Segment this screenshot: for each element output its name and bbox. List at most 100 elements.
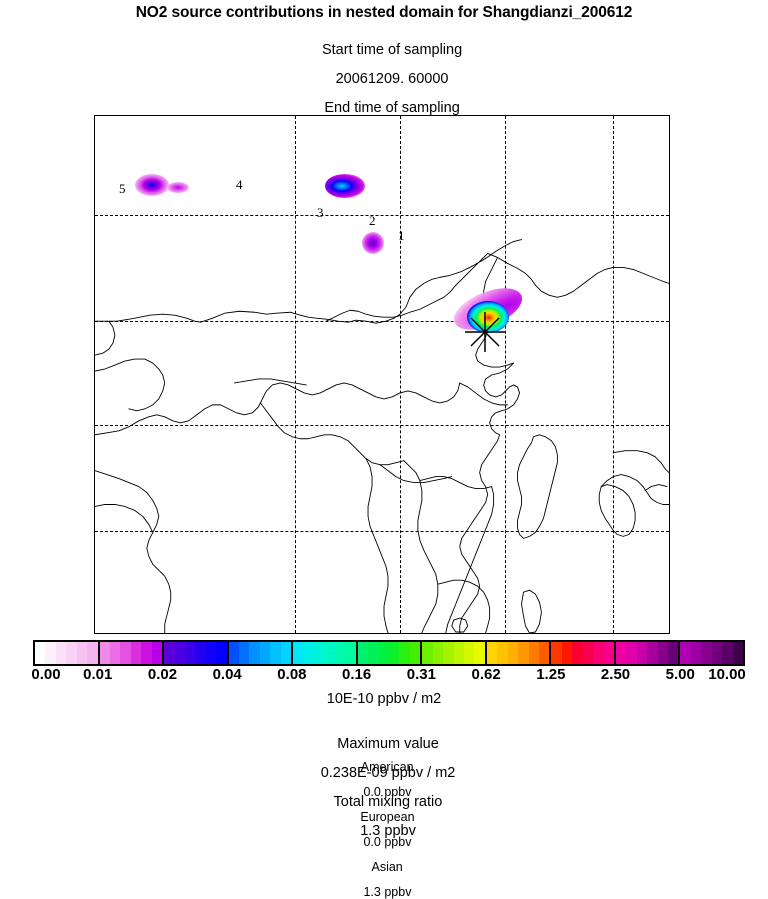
colorbar-step — [293, 642, 304, 664]
colorbar-step — [120, 642, 131, 664]
colorbar-units-label: 10E-10 ppbv / m2 — [326, 691, 442, 707]
colorbar-tick-label: 0.08 — [277, 666, 307, 683]
colorbar-step — [518, 642, 529, 664]
colorbar-step — [55, 642, 67, 664]
colorbar-step — [259, 642, 271, 664]
gridline-vertical — [400, 116, 401, 633]
day-label-4: 4 — [236, 177, 243, 192]
sampling-time-line: Start time of sampling 20061209. 60000 E… — [0, 21, 768, 160]
colorbar-step — [497, 642, 508, 664]
colorbar-step — [432, 642, 444, 664]
colorbar-tick-label: 0.31 — [406, 666, 436, 683]
colorbar-step — [690, 642, 702, 664]
colorbar-step — [368, 642, 379, 664]
colorbar-tick-label: 0.02 — [147, 666, 178, 683]
colorbar-step — [164, 642, 175, 664]
colorbar-step — [345, 642, 356, 664]
gridline-horizontal — [95, 425, 669, 426]
colorbar-step — [615, 642, 627, 664]
colorbar-step — [711, 642, 723, 664]
colorbar-band — [164, 642, 229, 664]
european-value: 0.0 ppbv — [363, 834, 412, 849]
colorbar-step — [324, 642, 335, 664]
colorbar-step — [551, 642, 562, 664]
colorbar-band — [228, 642, 294, 664]
colorbar-step — [561, 642, 573, 664]
colorbar-step — [582, 642, 594, 664]
colorbar-step — [141, 642, 152, 664]
colorbar-tick-label: 0.16 — [342, 666, 372, 683]
asian-value: 1.3 ppbv — [363, 884, 412, 899]
colorbar-step — [722, 642, 733, 664]
colorbar-step — [174, 642, 185, 664]
colorbar-step — [303, 642, 315, 664]
colorbar-step — [453, 642, 464, 664]
gridline-horizontal — [95, 215, 669, 216]
colorbar-step — [701, 642, 712, 664]
colorbar-step — [109, 642, 121, 664]
colorbar-step — [422, 642, 433, 664]
asian-label: Asian — [371, 859, 403, 874]
colorbar-band — [293, 642, 358, 664]
colorbar-step — [636, 642, 648, 664]
coastline-map — [95, 239, 669, 633]
colorbar-tick-label: 0.62 — [471, 666, 501, 683]
colorbar-step — [280, 642, 292, 664]
colorbar-band — [422, 642, 487, 664]
colorbar-step — [45, 642, 56, 664]
colorbar-step — [443, 642, 454, 664]
colorbar-step — [528, 642, 539, 664]
colorbar-step — [538, 642, 550, 664]
american-label: American — [360, 759, 414, 774]
colorbar-step — [87, 642, 98, 664]
colorbar-step — [35, 642, 46, 664]
colorbar-step — [334, 642, 346, 664]
colorbar-step — [239, 642, 250, 664]
colorbar-step — [474, 642, 485, 664]
colorbar-step — [249, 642, 260, 664]
colorbar-step — [507, 642, 519, 664]
colorbar-step — [151, 642, 163, 664]
map-plot-area[interactable]: 5 4 3 2 1 — [94, 115, 670, 634]
european-label: European — [360, 809, 415, 824]
colorbar-step — [657, 642, 669, 664]
colorbar-step — [205, 642, 217, 664]
colorbar-step — [389, 642, 400, 664]
colorbar-tick-label: 0.00 — [31, 666, 61, 683]
colorbar: 0.00 0.01 0.02 0.04 0.08 0.16 0.31 0.62 1.25 2.50… — [31, 640, 746, 682]
colorbar-step — [228, 642, 240, 664]
colorbar-tick-label: 0.04 — [212, 666, 242, 683]
colorbar-tick-labels: 0.00 0.01 0.02 0.04 0.08 0.16 0.31 0.62 1.25 2.50… — [31, 666, 746, 687]
colorbar-tick-label: 1.25 — [536, 666, 566, 683]
colorbar-band — [35, 642, 100, 664]
colorbar-step — [647, 642, 658, 664]
colorbar-tick-label: 2.50 — [600, 666, 631, 683]
colorbar-step — [486, 642, 498, 664]
colorbar-step — [668, 642, 679, 664]
day-label-1: 1 — [398, 228, 405, 243]
gridline-vertical — [613, 116, 614, 633]
day-label-5: 5 — [119, 181, 126, 196]
colorbar-step — [99, 642, 110, 664]
colorbar-band — [551, 642, 616, 664]
colorbar-step — [76, 642, 88, 664]
colorbar-tick-label: 0.01 — [83, 666, 113, 683]
day-label-2: 2 — [369, 213, 376, 228]
colorbar-step — [603, 642, 614, 664]
colorbar-step — [314, 642, 325, 664]
colorbar-step — [270, 642, 281, 664]
colorbar-step — [399, 642, 410, 664]
colorbar-band — [486, 642, 552, 664]
american-value: 0.0 ppbv — [363, 784, 412, 799]
gridline-vertical — [505, 116, 506, 633]
colorbar-tick-label: 10.00 — [708, 666, 746, 683]
colorbar-step — [184, 642, 196, 664]
start-time-value: 20061209. 60000 — [335, 71, 449, 87]
colorbar-band — [357, 642, 423, 664]
gridline-horizontal — [95, 531, 669, 532]
colorbar-step — [357, 642, 369, 664]
colorbar-step — [572, 642, 583, 664]
colorbar-step — [130, 642, 142, 664]
colorbar-step — [409, 642, 421, 664]
colorbar-step — [378, 642, 389, 664]
